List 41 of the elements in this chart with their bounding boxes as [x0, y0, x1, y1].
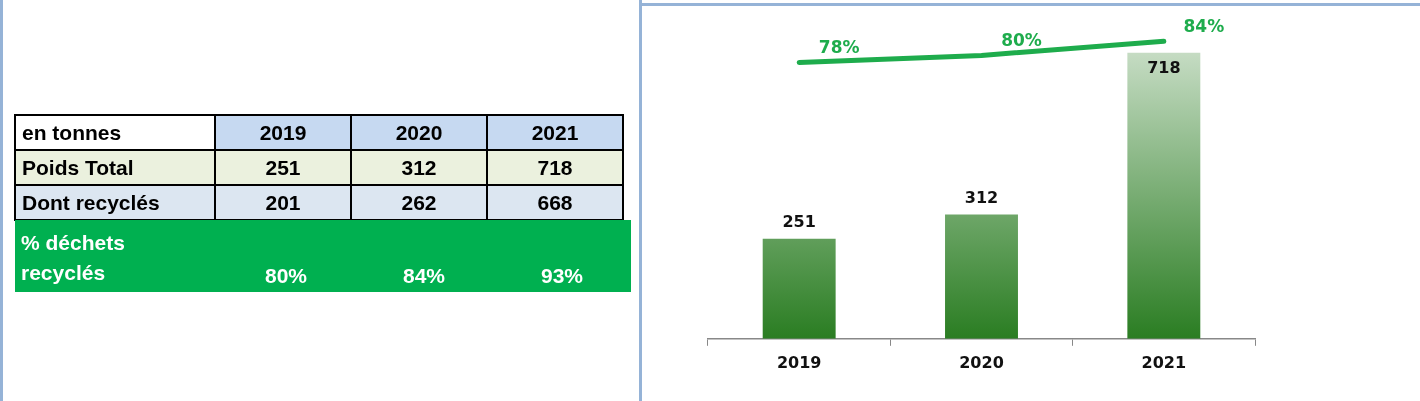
x-tick-label: 2020	[959, 352, 1004, 372]
data-label: 84%	[1183, 16, 1225, 37]
x-tick-label: 2019	[259, 120, 307, 145]
data-label: 312	[964, 187, 999, 207]
data-label: 251	[782, 211, 816, 231]
data-label: 251	[265, 155, 301, 180]
data-label: 262	[401, 190, 437, 215]
table-cell: 80%	[217, 220, 355, 292]
table-cell: 84%	[355, 220, 493, 292]
x-tick-label: 2020	[395, 120, 443, 145]
data-label: 78%	[818, 37, 860, 58]
table-cell: 2019	[214, 114, 352, 151]
table-cell: 718	[486, 149, 624, 186]
data-label: 80%	[1001, 30, 1042, 51]
x-tick-label: 2021	[531, 120, 579, 145]
table-cell: 312	[350, 149, 488, 186]
table-cell: 668	[486, 184, 624, 221]
data-label: 93%	[540, 264, 584, 288]
table-cell: en tonnes	[14, 114, 216, 151]
table-cell: 262	[350, 184, 488, 221]
y-tick-label: Poids Total	[22, 155, 134, 180]
data-label: 312	[401, 155, 437, 180]
table-cell: 201	[214, 184, 352, 221]
data-label: 718	[1147, 57, 1181, 77]
x-tick-label: 2019	[776, 352, 822, 372]
table-cell: 2021	[486, 114, 624, 151]
table-cell: Poids Total	[14, 149, 216, 186]
table-cell: 93%	[493, 220, 631, 292]
table-cell: 2020	[350, 114, 488, 151]
x-tick-label: 2021	[1141, 352, 1187, 372]
data-label: 668	[537, 190, 573, 215]
y-tick-label: % déchets recyclés	[21, 230, 126, 286]
table-cell: 251	[214, 149, 352, 186]
table-cell: % déchets recyclés	[15, 220, 217, 292]
data-label: 718	[537, 155, 573, 180]
y-tick-label: Dont recyclés	[22, 190, 160, 215]
chart-title: en tonnes	[22, 120, 122, 145]
data-label: 201	[265, 190, 301, 215]
table-cell: Dont recyclés	[14, 184, 216, 221]
data-label: 84%	[402, 264, 446, 288]
data-label: 80%	[264, 264, 308, 288]
